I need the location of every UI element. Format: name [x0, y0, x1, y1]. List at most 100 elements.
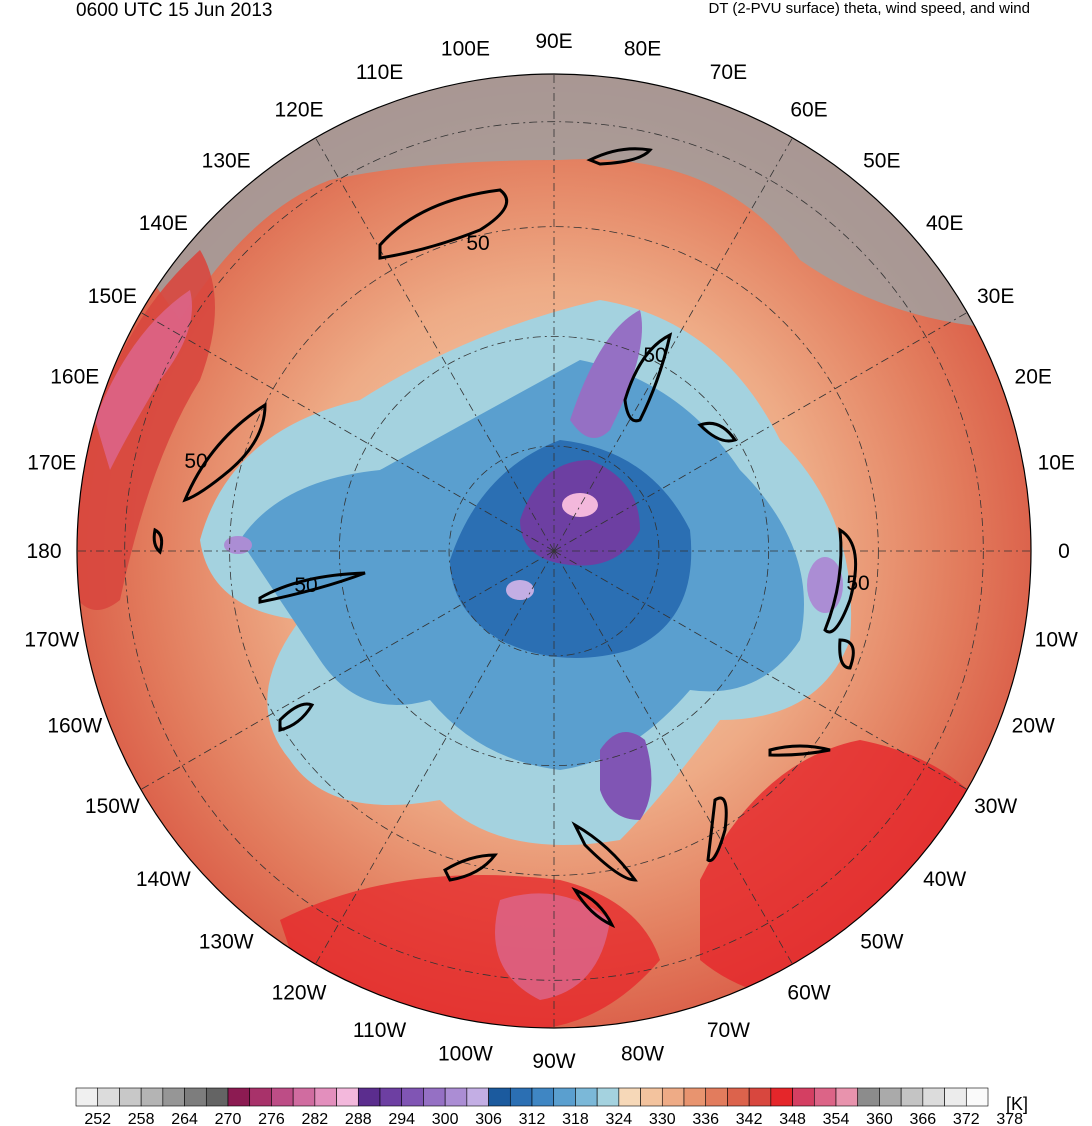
longitude-label: 20W	[1012, 714, 1055, 737]
colorbar: 252 258 264 270 276 282 288 294 300 306 312 318 324 3…	[75, 1087, 1023, 1126]
contour-label: 50	[643, 344, 666, 367]
colorbar-swatch	[661, 1087, 685, 1107]
colorbar-tick-label: 282	[302, 1111, 329, 1126]
theta-vortex-center	[562, 493, 598, 517]
colorbar-tick-label: 318	[562, 1111, 589, 1126]
latitude-circle	[124, 121, 984, 981]
latitude-circle	[448, 445, 660, 657]
longitude-label: 150E	[88, 285, 137, 308]
colorbar-swatch	[835, 1087, 859, 1107]
longitude-label: 150W	[85, 795, 140, 818]
colorbar-tick-label: 294	[388, 1111, 415, 1126]
colorbar-tick-label: 342	[736, 1111, 763, 1126]
longitude-label: 10W	[1035, 629, 1078, 652]
colorbar-swatch	[531, 1087, 555, 1107]
colorbar-swatch	[857, 1087, 880, 1107]
jet-contour-50	[278, 702, 315, 732]
meridian-line	[553, 137, 793, 552]
longitude-label: 130E	[202, 149, 251, 172]
theta-ridge-pink-west	[95, 290, 192, 470]
colorbar-tick-label: 330	[649, 1111, 676, 1126]
valid-time-label: 0600 UTC 15 Jun 2013	[76, 0, 273, 21]
longitude-label: 60E	[790, 98, 827, 121]
jet-contour-50	[623, 332, 673, 423]
colorbar-swatch	[509, 1087, 533, 1107]
longitude-label: 70W	[707, 1019, 750, 1042]
longitude-label: 100E	[441, 38, 490, 61]
latitude-circle	[338, 335, 770, 767]
colorbar-swatch	[401, 1087, 424, 1107]
longitude-labels: 0 10E 20E 30E 40E 50E 60E 70E 80E 90E 100E 110E 120E…	[24, 30, 1078, 1073]
jet-contour-50	[571, 886, 616, 929]
meridian-line	[140, 550, 555, 790]
colorbar-swatch	[97, 1087, 120, 1107]
colorbar-tick-label: 372	[953, 1111, 980, 1126]
longitude-label: 40W	[923, 868, 966, 891]
colorbar-tick-label: 306	[475, 1111, 502, 1126]
longitude-label: 110W	[353, 1019, 406, 1042]
colorbar-tick-label: 300	[432, 1111, 459, 1126]
jet-contour-50	[768, 744, 831, 757]
longitude-label: 40E	[926, 212, 963, 235]
longitude-label: 90W	[532, 1050, 575, 1073]
colorbar-swatch	[314, 1087, 337, 1107]
colorbar-swatch	[271, 1087, 294, 1107]
longitude-label: 140E	[139, 212, 188, 235]
wind-speed-contour-labels: 50 50 50 50 50	[184, 232, 869, 597]
longitude-label: 20E	[1015, 366, 1052, 389]
longitude-label: 50E	[863, 149, 900, 172]
colorbar-swatch	[336, 1087, 359, 1107]
colorbar-swatch	[249, 1087, 272, 1107]
colorbar-tick-label: 348	[779, 1111, 806, 1126]
longitude-label: 140W	[136, 868, 191, 891]
colorbar-tick-label: 312	[519, 1111, 546, 1126]
colorbar-tick-label: 366	[910, 1111, 937, 1126]
colorbar-swatch	[813, 1087, 837, 1107]
colorbar-tick-label: 288	[345, 1111, 372, 1126]
longitude-label: 170W	[24, 629, 79, 652]
wind-speed-contours	[152, 147, 858, 929]
longitude-label: 160W	[47, 714, 102, 737]
contour-label: 50	[294, 574, 317, 597]
longitude-label: 160E	[50, 366, 99, 389]
meridian-line	[140, 312, 555, 552]
theta-ridge-america	[280, 875, 660, 1028]
colorbar-swatch	[423, 1087, 446, 1107]
longitude-label: 130W	[199, 931, 254, 954]
jet-contour-50	[182, 402, 267, 503]
colorbar-swatch	[292, 1087, 316, 1107]
colorbar-swatch	[488, 1087, 511, 1107]
colorbar-swatch	[770, 1087, 793, 1107]
theta-purple-west	[224, 536, 252, 554]
colorbar-swatch	[575, 1087, 598, 1107]
jet-contour-50	[443, 853, 499, 882]
contour-label: 50	[846, 572, 869, 595]
colorbar-swatch	[683, 1087, 707, 1107]
longitude-label: 120E	[274, 98, 323, 121]
colorbar-tick-label: 378	[996, 1111, 1023, 1126]
colorbar-swatch	[748, 1087, 772, 1107]
colorbar-tick-label: 360	[866, 1111, 893, 1126]
longitude-label: 90E	[535, 30, 572, 53]
theta-purple-streak-north	[570, 310, 642, 438]
longitude-label: 50W	[860, 931, 903, 954]
colorbar-swatch	[900, 1087, 924, 1107]
colorbar-tick-label: 270	[215, 1111, 242, 1126]
meridian-line	[553, 550, 968, 790]
jet-contour-50	[838, 638, 855, 670]
colorbar-swatch	[618, 1087, 641, 1107]
colorbar-swatch	[727, 1087, 750, 1107]
colorbar-tick-label: 354	[823, 1111, 850, 1126]
colorbar-units: [K]	[1006, 1094, 1029, 1114]
colorbar-swatch	[357, 1087, 381, 1107]
colorbar-swatch	[379, 1087, 403, 1107]
colorbar-swatch	[879, 1087, 902, 1107]
colorbar-swatch	[553, 1087, 576, 1107]
longitude-label: 170E	[27, 451, 76, 474]
longitude-label: 120W	[272, 982, 327, 1005]
longitude-label: 100W	[438, 1042, 493, 1065]
colorbar-swatch	[227, 1087, 251, 1107]
colorbar-swatch	[640, 1087, 663, 1107]
field-title: DT (2-PVU surface) theta, wind speed, an…	[708, 0, 1030, 17]
